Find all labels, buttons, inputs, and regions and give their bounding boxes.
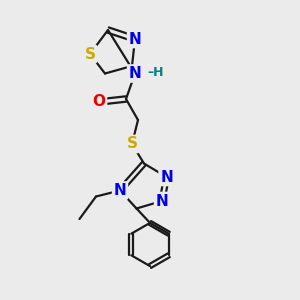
Text: –H: –H (148, 66, 164, 80)
Text: N: N (129, 32, 141, 46)
Text: S: S (85, 46, 95, 62)
Text: N: N (129, 66, 141, 81)
Text: N: N (160, 169, 173, 184)
Text: O: O (92, 94, 106, 110)
Text: N: N (156, 194, 168, 208)
Text: N: N (114, 183, 126, 198)
Text: S: S (127, 136, 137, 152)
